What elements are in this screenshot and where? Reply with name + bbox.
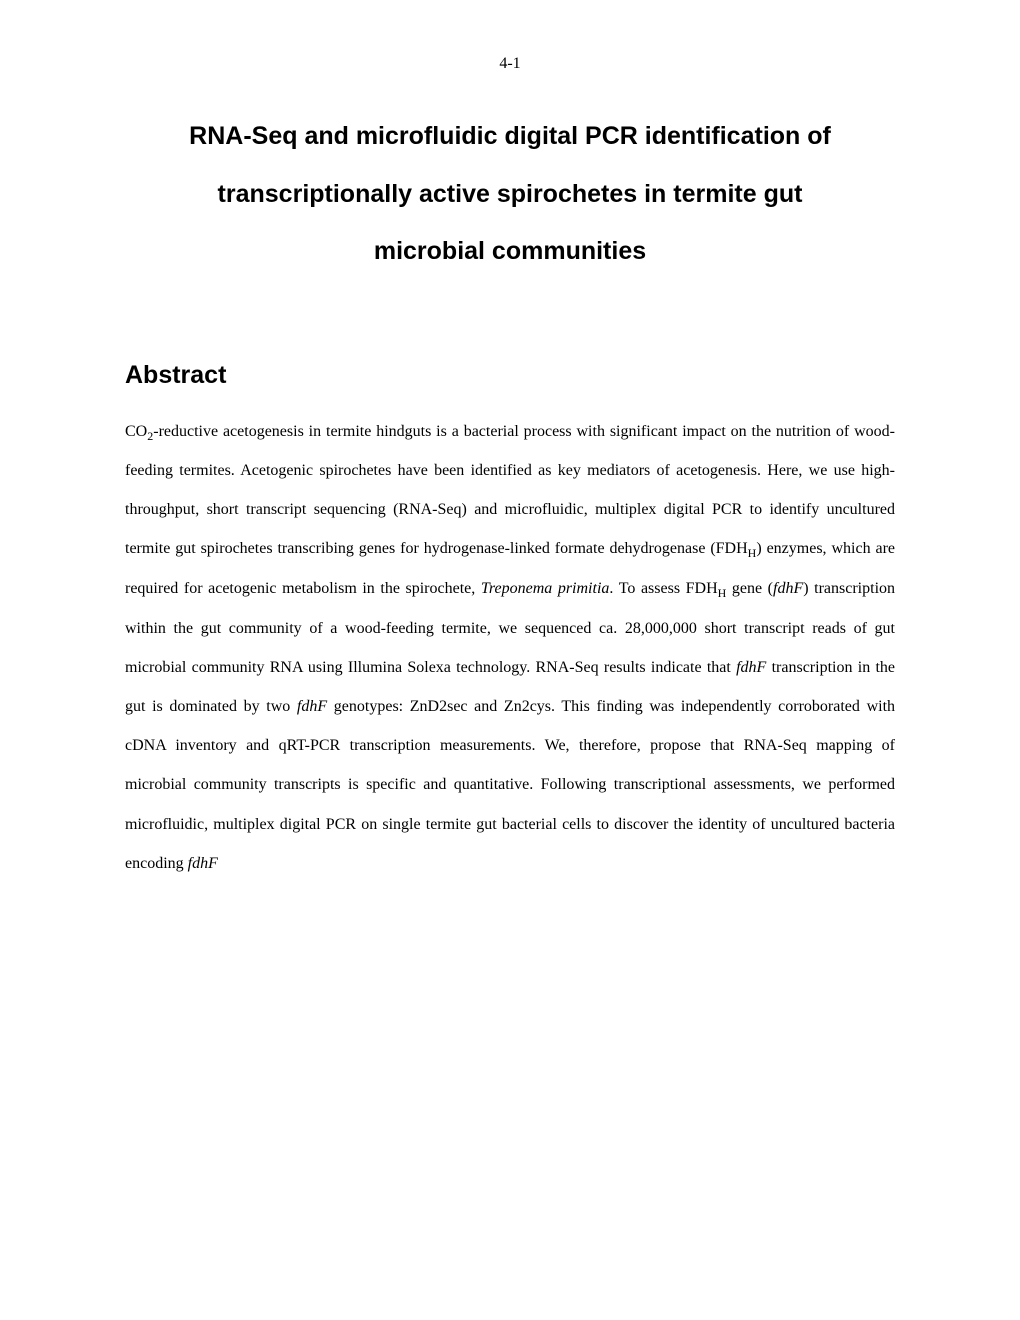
title-line-1: RNA-Seq and microfluidic digital PCR ide… xyxy=(189,122,831,150)
abstract-text-1: CO xyxy=(125,423,147,440)
title-line-2: transcriptionally active spirochetes in … xyxy=(218,180,803,208)
page-number: 4-1 xyxy=(125,55,895,73)
abstract-heading: Abstract xyxy=(125,361,895,390)
title-line-3: microbial communities xyxy=(374,237,646,265)
abstract-italic-4: fdhF xyxy=(297,698,327,715)
abstract-sub-3: H xyxy=(718,586,727,600)
abstract-italic-2: fdhF xyxy=(773,580,803,597)
abstract-text-8: genotypes: ZnD2sec and Zn2cys. This find… xyxy=(125,698,895,872)
abstract-italic-5: fdhF xyxy=(188,855,218,872)
abstract-text-4: . To assess FDH xyxy=(609,580,717,597)
abstract-text-5: gene ( xyxy=(726,580,773,597)
abstract-text-2: -reductive acetogenesis in termite hindg… xyxy=(125,423,895,558)
abstract-italic-1: Treponema primitia xyxy=(481,580,610,597)
paper-title: RNA-Seq and microfluidic digital PCR ide… xyxy=(125,108,895,281)
abstract-italic-3: fdhF xyxy=(736,659,766,676)
abstract-body: CO2-reductive acetogenesis in termite hi… xyxy=(125,412,895,883)
